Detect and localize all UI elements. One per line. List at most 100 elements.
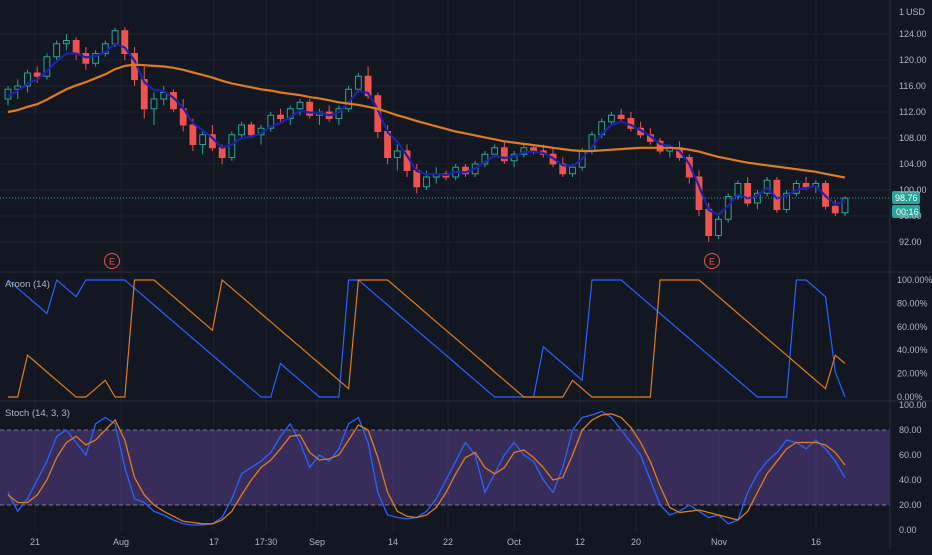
x-tick-label: 17 — [209, 537, 219, 547]
aroon-down-line — [8, 278, 846, 398]
price-tick-label: 92.00 — [899, 237, 922, 247]
candle-body — [33, 72, 41, 77]
candle-body — [189, 124, 197, 145]
candle-body — [43, 56, 51, 77]
candle[interactable] — [841, 196, 849, 217]
stoch-d-line — [7, 413, 846, 525]
x-tick-label: Oct — [507, 537, 522, 547]
x-tick-label: 20 — [631, 537, 641, 547]
candle-body — [491, 147, 499, 155]
aroon-title: Aroon (14) — [5, 279, 50, 290]
candle[interactable] — [101, 40, 109, 57]
candle-body — [277, 114, 284, 119]
candle-body — [238, 124, 246, 136]
price-tick-label: 120.00 — [899, 55, 927, 65]
price-tick-label: 112.00 — [899, 107, 926, 117]
earnings-label: E — [109, 257, 115, 267]
candle[interactable] — [354, 73, 362, 93]
stoch-band — [0, 430, 890, 505]
earnings-marker[interactable]: E — [104, 253, 120, 269]
candle[interactable] — [62, 34, 70, 51]
aroon-tick-label: 40.00% — [897, 345, 928, 355]
candle[interactable] — [43, 53, 51, 80]
stoch-k-line — [7, 410, 846, 526]
stoch-panel[interactable] — [0, 410, 890, 526]
candle-body — [734, 183, 742, 197]
candle[interactable] — [179, 99, 187, 132]
x-tick-label: Aug — [113, 537, 129, 547]
candle-body — [423, 176, 430, 188]
candle[interactable] — [607, 112, 615, 125]
candle[interactable] — [335, 105, 343, 126]
ema_slow-line — [7, 63, 846, 179]
aroon-up-line — [7, 278, 846, 398]
stoch-tick-label: 20.00 — [899, 500, 922, 510]
candle[interactable] — [296, 99, 304, 116]
candle[interactable] — [160, 86, 168, 106]
candle[interactable] — [734, 180, 742, 200]
candle[interactable] — [286, 105, 294, 126]
candle-body — [286, 108, 294, 119]
candle-body — [744, 183, 752, 204]
price-tick-label: 104.00 — [899, 159, 927, 169]
aroon-tick-label: 60.00% — [897, 322, 928, 332]
candle[interactable] — [199, 131, 207, 155]
x-tick-label: 17:30 — [255, 537, 278, 547]
candle[interactable] — [715, 216, 722, 239]
candle-body — [656, 140, 664, 152]
aroon-panel[interactable] — [7, 278, 846, 398]
candle[interactable] — [238, 121, 246, 138]
candle[interactable] — [24, 69, 31, 93]
candle[interactable] — [627, 112, 635, 132]
earnings-marker[interactable]: E — [704, 253, 720, 269]
stoch-title: Stoch (14, 3, 3) — [5, 408, 70, 419]
price-tick-label: 108.00 — [899, 133, 927, 143]
candle[interactable] — [92, 50, 100, 67]
candle[interactable] — [140, 66, 148, 119]
candle[interactable] — [656, 138, 664, 155]
candle-body — [393, 150, 401, 158]
candle[interactable] — [792, 180, 800, 197]
candle[interactable] — [53, 40, 61, 61]
x-tick-label: Nov — [711, 537, 728, 547]
earnings-circle — [104, 253, 120, 269]
candle[interactable] — [121, 27, 129, 61]
candle[interactable] — [559, 157, 567, 178]
candle[interactable] — [744, 177, 752, 207]
candle[interactable] — [150, 92, 158, 126]
price-tick-label: 124.00 — [899, 29, 927, 39]
earnings-circle — [704, 253, 720, 269]
candle[interactable] — [277, 108, 284, 122]
x-tick-label: 22 — [443, 537, 453, 547]
candle[interactable] — [432, 167, 440, 184]
candle[interactable] — [831, 199, 839, 216]
candle[interactable] — [783, 190, 791, 213]
candle-body — [150, 98, 158, 110]
candle[interactable] — [753, 190, 761, 210]
currency-label[interactable]: USD — [906, 7, 926, 17]
candle[interactable] — [267, 112, 275, 132]
candle[interactable] — [393, 144, 401, 171]
candle-body — [199, 134, 207, 145]
candle[interactable] — [685, 154, 693, 184]
stoch-tick-label: 100.00 — [899, 400, 927, 410]
candle[interactable] — [72, 37, 80, 60]
price-tick-label: 116.00 — [899, 81, 926, 91]
price-panel[interactable]: 98.76 00:16 E E — [0, 27, 920, 269]
candle-body — [783, 192, 791, 210]
candle[interactable] — [481, 151, 489, 168]
candle[interactable] — [500, 141, 508, 164]
candle[interactable] — [306, 99, 314, 119]
candle[interactable] — [247, 121, 255, 138]
stoch-tick-label: 0.00 — [899, 525, 917, 535]
candle-body — [831, 205, 839, 214]
candle-body — [247, 124, 255, 136]
earnings-label: E — [709, 257, 715, 267]
candle[interactable] — [510, 151, 518, 168]
candle[interactable] — [617, 108, 625, 122]
candle-body — [753, 192, 761, 204]
candle-body — [569, 166, 576, 175]
candle[interactable] — [520, 144, 528, 158]
